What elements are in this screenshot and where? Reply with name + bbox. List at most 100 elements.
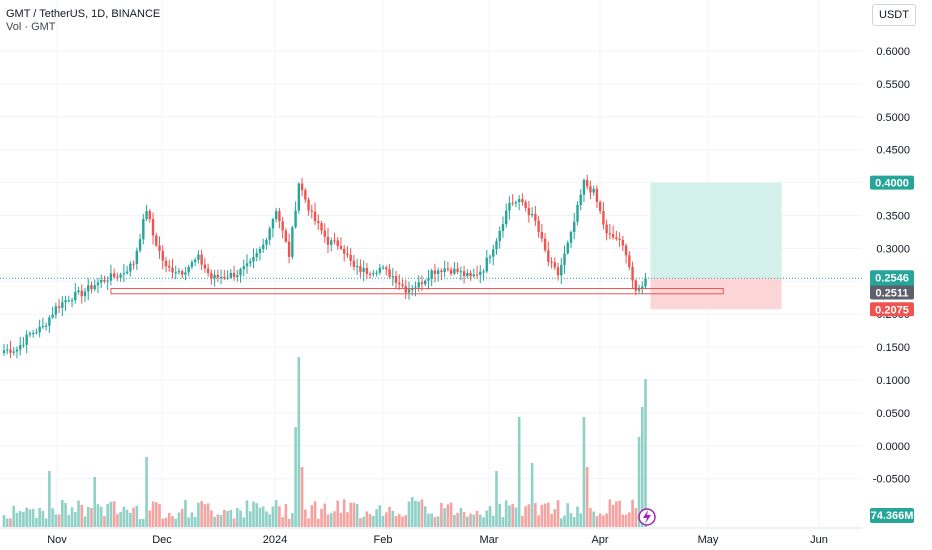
- volume-bar: [213, 516, 216, 527]
- volume-bar: [459, 507, 463, 527]
- candle-body: [57, 306, 61, 308]
- volume-bar: [391, 510, 395, 527]
- volume-bar: [339, 512, 343, 527]
- stop-price-tag-bg: [870, 302, 914, 317]
- candle-body: [245, 263, 249, 267]
- volume-bar: [355, 504, 359, 527]
- volume-bar: [154, 502, 158, 527]
- candle-body: [637, 287, 641, 291]
- volume-bars: [2, 357, 647, 527]
- candle-body: [54, 306, 58, 315]
- candle-body: [527, 207, 531, 216]
- volume-bar: [456, 512, 459, 527]
- volume-bar: [31, 508, 35, 527]
- volume-bar: [320, 508, 323, 527]
- volume-bar: [96, 504, 100, 527]
- candle-body: [210, 273, 213, 279]
- price-axis[interactable]: 0.6000 0.5500 0.5000 0.4500 0.4000 0.3500 0.30…: [873, 46, 910, 486]
- symbol-title[interactable]: GMT / TetherUS, 1D, BINANCE: [6, 8, 161, 20]
- candle-body: [274, 211, 278, 220]
- volume-bar: [148, 510, 152, 527]
- candle-body: [132, 263, 135, 265]
- x-tick-label: Dec: [152, 534, 172, 546]
- volume-bar: [190, 512, 194, 527]
- volume-bar: [129, 512, 132, 527]
- candle-body: [482, 271, 485, 273]
- candle-body: [9, 349, 12, 353]
- candle-body: [343, 248, 346, 254]
- volume-bar: [265, 511, 268, 527]
- candle-body: [492, 249, 495, 257]
- candle-body: [109, 273, 113, 281]
- volume-bar: [103, 516, 106, 527]
- candle-body: [2, 350, 6, 354]
- x-tick-label: Nov: [47, 534, 67, 546]
- candle-body: [424, 280, 427, 285]
- candle-body: [553, 262, 556, 268]
- volume-bar: [203, 504, 207, 527]
- candle-body: [352, 260, 356, 267]
- candle-body: [12, 351, 15, 353]
- volume-bar: [436, 516, 440, 527]
- candle-body: [573, 221, 576, 232]
- candle-body: [592, 188, 595, 193]
- y-tick-label: -0.0500: [873, 474, 910, 486]
- candle-body: [161, 250, 164, 261]
- support-zone: [110, 288, 724, 295]
- volume-bar: [566, 503, 570, 527]
- candle-body: [6, 349, 9, 351]
- candle-body: [219, 277, 223, 279]
- candle-body: [433, 270, 437, 274]
- volume-bar: [138, 518, 142, 527]
- candle-body: [278, 211, 281, 222]
- position-tool[interactable]: [0, 182, 862, 310]
- candle-body: [641, 286, 644, 288]
- candle-body: [586, 179, 589, 187]
- candle-body: [255, 253, 258, 258]
- candle-body: [177, 271, 181, 273]
- candle-body: [226, 277, 229, 279]
- volume-bar: [44, 518, 48, 527]
- volume-bar: [18, 511, 22, 527]
- candle-body: [560, 264, 563, 276]
- candle-body: [582, 179, 586, 195]
- candle-body: [70, 300, 74, 302]
- candle-body: [106, 280, 109, 282]
- volume-bar: [35, 517, 38, 527]
- x-tick-label: Apr: [591, 534, 608, 546]
- candle-body: [498, 231, 501, 242]
- volume-bar: [394, 516, 398, 527]
- candle-body: [77, 290, 80, 292]
- y-tick-label: 0.1500: [876, 342, 910, 354]
- candle-body: [339, 246, 343, 249]
- volume-bar: [517, 417, 521, 527]
- candle-body: [505, 210, 508, 225]
- candle-body: [281, 221, 284, 231]
- last-price-tag: 0.2546: [875, 272, 909, 284]
- volume-legend[interactable]: Vol · GMT: [6, 21, 56, 33]
- currency-button[interactable]: USDT: [872, 4, 916, 26]
- volume-bar: [252, 501, 255, 527]
- candle-body: [116, 276, 119, 278]
- time-axis[interactable]: Nov Dec 2024 Feb Mar Apr May Jun: [0, 527, 862, 546]
- volume-bar: [618, 500, 621, 527]
- volume-bar: [316, 518, 320, 527]
- volume-bar: [67, 514, 71, 527]
- volume-bar: [48, 471, 51, 527]
- candle-body: [310, 210, 313, 212]
- candle-body: [193, 259, 197, 263]
- candle-body: [449, 269, 453, 274]
- candle-body: [391, 276, 394, 278]
- volume-bar: [349, 502, 352, 527]
- volume-bar: [423, 506, 427, 527]
- candle-body: [323, 230, 326, 237]
- volume-bar: [621, 514, 625, 527]
- volume-bar: [381, 515, 385, 527]
- volume-bar: [151, 501, 155, 527]
- volume-bar: [5, 518, 9, 527]
- candle-body: [521, 199, 524, 203]
- candle-body: [537, 220, 540, 232]
- volume-bar: [15, 512, 19, 527]
- candle-body: [90, 285, 93, 290]
